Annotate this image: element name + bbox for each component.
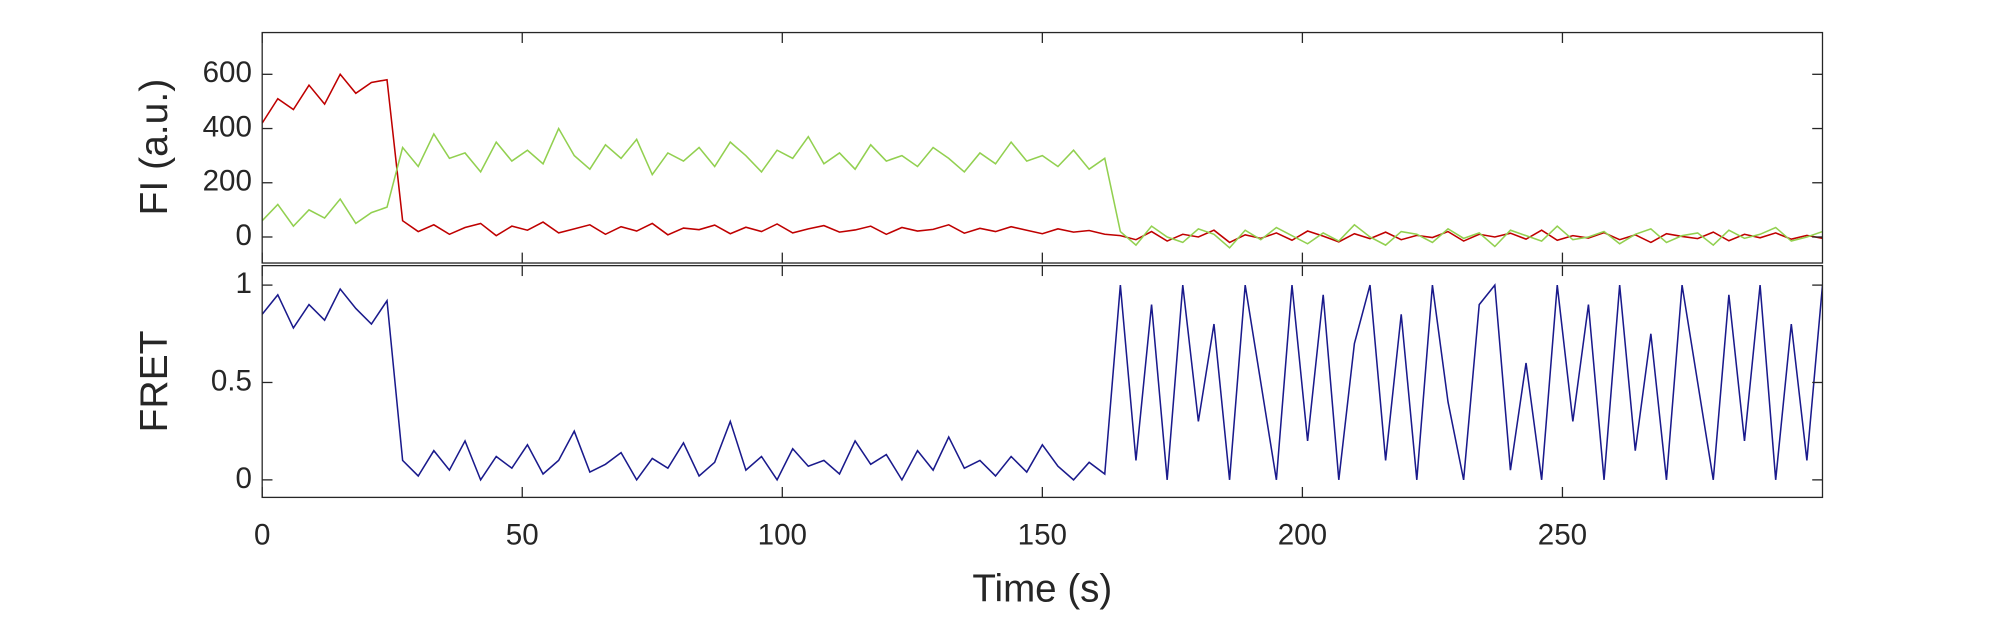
y-tick-label: 0.5 [211,364,252,397]
x-tick-label: 200 [1278,518,1327,551]
y-tick-label: 200 [203,165,252,198]
x-axis-label: Time (s) [972,567,1112,610]
data-line [262,126,1823,249]
x-tick-label: 150 [1018,518,1067,551]
y-tick-label: 400 [203,110,252,143]
x-tick-label: 100 [758,518,807,551]
y-tick-label: 600 [203,56,252,89]
y-tick-label: 1 [235,267,251,300]
y-tick-label: 0 [235,462,251,495]
axes-box [261,264,1824,499]
data-line [262,72,1823,244]
data-line [262,283,1823,482]
y-tick-label: 0 [235,219,251,252]
y-axis-label: FI (a.u.) [133,79,176,216]
x-tick-label: 50 [506,518,539,551]
axes-box [261,31,1824,264]
x-tick-label: 250 [1538,518,1587,551]
x-tick-label: 0 [254,518,270,551]
y-axis-label: FRET [133,331,176,433]
